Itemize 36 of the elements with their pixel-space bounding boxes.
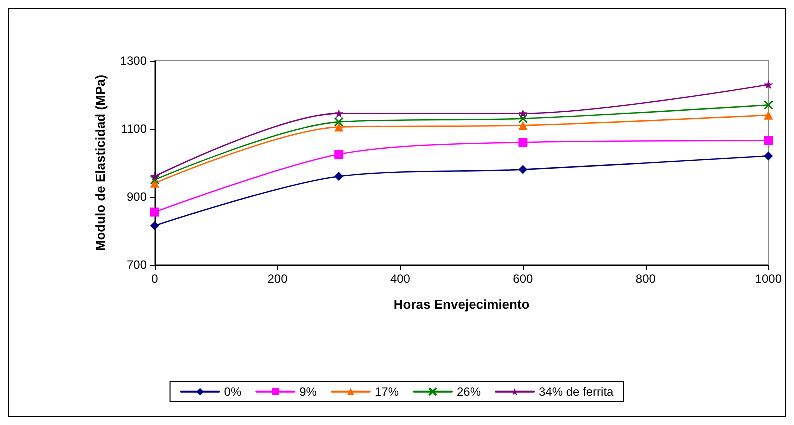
x-tick-label: 200 <box>268 272 288 286</box>
point <box>518 109 528 118</box>
point <box>334 109 344 118</box>
legend-label: 26% <box>456 384 482 399</box>
point <box>334 150 344 159</box>
y-tick-label: 700 <box>126 258 148 272</box>
legend-label: 0% <box>224 384 242 399</box>
point <box>150 221 160 230</box>
point <box>334 117 344 127</box>
y-axis-title: Modulo de Elasticidad (MPa) <box>93 74 108 252</box>
point <box>150 172 160 182</box>
legend-label: 9% <box>300 384 318 399</box>
x-tick-label: 1000 <box>755 272 782 286</box>
y-tick-label: 900 <box>126 190 148 204</box>
point <box>518 165 528 174</box>
point <box>518 138 528 148</box>
x-tick-label: 600 <box>513 272 534 286</box>
point <box>150 208 160 217</box>
point <box>150 175 160 185</box>
x-tick-label: 0 <box>152 272 159 286</box>
point <box>764 110 774 120</box>
x-tick-label: 400 <box>390 272 411 286</box>
y-tick-label: 1300 <box>120 54 148 68</box>
point <box>518 114 528 124</box>
point <box>334 122 344 132</box>
legend-label: 34% de ferrita <box>539 384 614 399</box>
point <box>334 172 344 182</box>
x-axis-title: Horas Envejecimiento <box>394 297 530 312</box>
legend-label: 17% <box>374 384 400 399</box>
point <box>518 121 528 130</box>
point <box>764 136 774 146</box>
x-tick-label: 800 <box>636 272 656 286</box>
point <box>764 80 774 90</box>
point <box>764 152 774 161</box>
point <box>764 100 774 110</box>
y-tick-label: 1100 <box>121 122 148 136</box>
